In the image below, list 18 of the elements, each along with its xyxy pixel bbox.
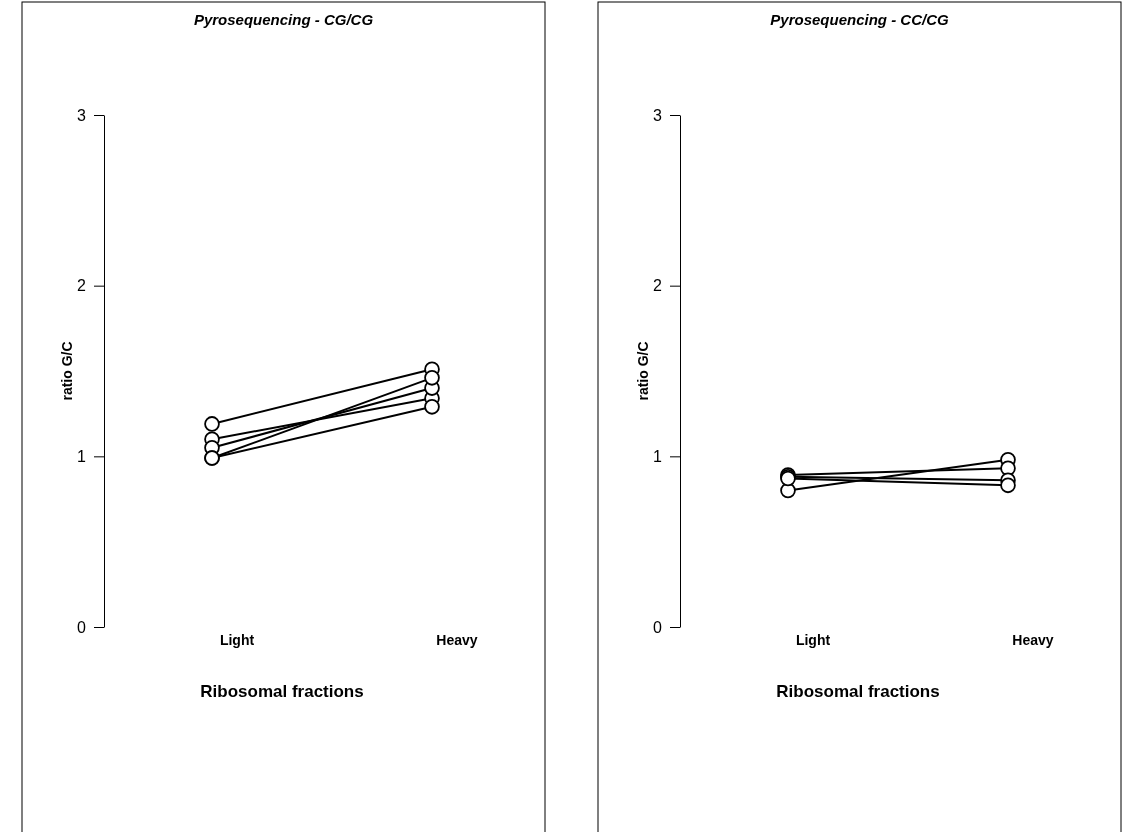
x-axis-title: Ribosomal fractions <box>776 682 940 701</box>
y-tick-label: 3 <box>77 106 87 124</box>
chart-title: Pyrosequencing - CG/CG <box>193 11 374 28</box>
y-tick-label: 2 <box>77 277 87 295</box>
y-axis-title: ratio G/C <box>635 341 651 401</box>
x-tick-label: Light <box>219 632 255 648</box>
y-tick-label: 1 <box>653 447 663 465</box>
y-tick-label: 3 <box>653 106 663 124</box>
y-axis-title: ratio G/C <box>59 341 75 401</box>
x-tick-label: Heavy <box>1012 632 1054 648</box>
x-axis-title: Ribosomal fractions <box>200 682 364 701</box>
y-tick-label: 1 <box>77 447 87 465</box>
chart-title: Pyrosequencing - CC/CG <box>770 11 950 28</box>
x-tick-label: Light <box>795 632 831 648</box>
x-tick-label: Heavy <box>436 632 478 648</box>
y-tick-label: 0 <box>77 618 87 636</box>
y-tick-label: 2 <box>653 277 663 295</box>
y-tick-label: 0 <box>653 618 663 636</box>
